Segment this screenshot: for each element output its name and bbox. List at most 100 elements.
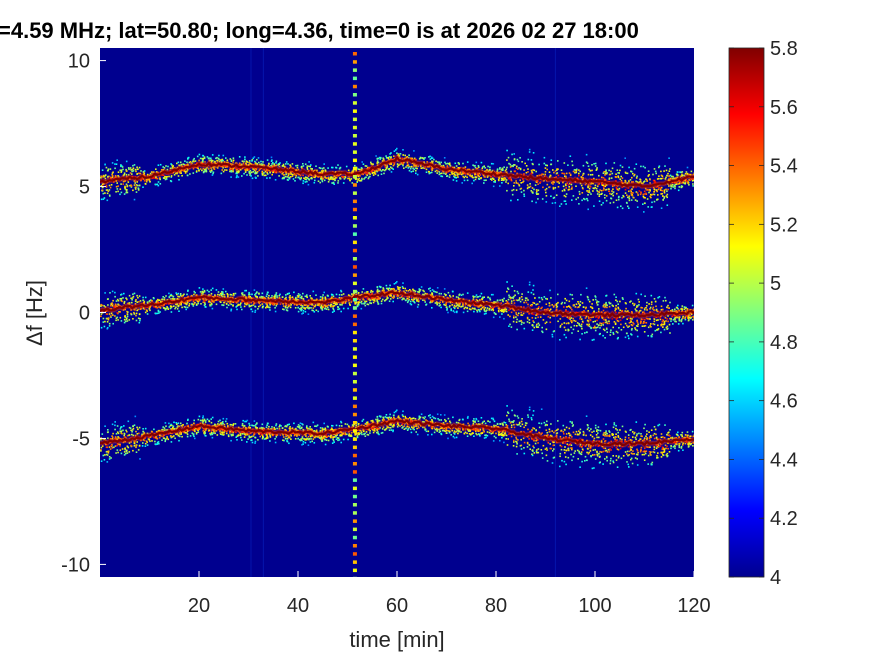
- trace-point: [659, 186, 662, 189]
- trace-point: [636, 200, 638, 202]
- trace-point: [509, 315, 511, 318]
- trace-point: [491, 179, 493, 181]
- trace-point: [661, 175, 664, 177]
- trace-point: [528, 151, 531, 153]
- trace-point: [438, 173, 441, 176]
- trace-point: [510, 170, 512, 173]
- trace-point: [578, 203, 580, 205]
- trace-point: [307, 313, 310, 315]
- trace-point: [378, 285, 381, 288]
- trace-point: [136, 294, 138, 297]
- trace-point: [268, 162, 270, 165]
- trace-point: [439, 304, 442, 306]
- trace-point: [635, 163, 638, 165]
- trace-point: [296, 304, 298, 306]
- trace-point: [332, 181, 335, 184]
- trace-point: [490, 307, 492, 309]
- trace-point: [157, 310, 160, 313]
- trace-point: [602, 318, 605, 321]
- trace-point: [610, 197, 612, 199]
- trace-point: [100, 175, 102, 177]
- trace-point: [285, 173, 287, 176]
- trace-point: [457, 173, 459, 175]
- trace-point: [585, 287, 588, 289]
- trace-point: [279, 293, 281, 296]
- trace-point: [561, 301, 564, 304]
- trace-point: [573, 324, 576, 327]
- trace-point: [431, 289, 434, 291]
- trace-point: [503, 297, 505, 300]
- trace-point: [301, 165, 303, 168]
- trace-point: [473, 310, 475, 313]
- heatmap-content: [100, 48, 694, 577]
- trace-point: [324, 176, 326, 178]
- trace-point: [265, 295, 268, 297]
- trace-point: [676, 316, 678, 319]
- trace-point: [686, 180, 688, 182]
- trace-point: [482, 297, 484, 299]
- trace-point: [666, 193, 669, 196]
- trace-point: [258, 305, 260, 308]
- trace-point: [289, 297, 292, 299]
- trace-point: [499, 185, 501, 187]
- trace-point: [304, 181, 307, 183]
- trace-point: [543, 308, 546, 311]
- trace-point: [136, 166, 138, 169]
- trace-point: [302, 298, 305, 300]
- trace-point: [582, 172, 585, 175]
- trace-point: [167, 165, 169, 168]
- trace-point: [519, 157, 521, 159]
- trace-point: [236, 175, 238, 177]
- trace-point: [387, 158, 390, 160]
- trace-point: [619, 319, 622, 321]
- trace-point: [565, 336, 567, 339]
- trace-point: [306, 177, 308, 179]
- trace-point: [455, 296, 458, 298]
- trace-point: [503, 317, 505, 320]
- trace-point: [133, 164, 136, 166]
- trace-point: [365, 176, 367, 178]
- trace-point: [165, 165, 167, 167]
- trace-point: [188, 304, 190, 307]
- trace-point: [100, 326, 103, 329]
- trace-point: [310, 297, 312, 299]
- trace-point: [613, 321, 616, 323]
- trace-point: [356, 180, 359, 183]
- trace-point: [457, 304, 459, 306]
- trace-point: [455, 180, 458, 182]
- trace-point: [186, 161, 188, 163]
- trace-point: [604, 179, 607, 181]
- trace-point: [521, 293, 523, 295]
- trace-point: [593, 311, 595, 313]
- trace-point: [529, 183, 531, 185]
- trace-point: [604, 185, 607, 188]
- trace-point: [501, 310, 504, 312]
- trace-point: [135, 312, 138, 315]
- trace-point: [517, 160, 520, 163]
- trace-point: [120, 320, 123, 322]
- trace-point: [101, 189, 104, 192]
- trace-point: [248, 295, 250, 297]
- trace-point: [211, 287, 214, 290]
- trace-point: [360, 307, 363, 310]
- trace-point: [616, 331, 619, 334]
- trace-point: [243, 160, 245, 163]
- trace-point: [120, 169, 123, 171]
- trace-point: [606, 304, 608, 306]
- trace-point: [477, 296, 480, 298]
- trace-point: [285, 309, 288, 311]
- trace-point: [555, 308, 558, 311]
- trace-point: [359, 179, 361, 182]
- trace-point: [310, 164, 312, 166]
- trace-point: [535, 181, 538, 183]
- trace-point: [380, 173, 383, 175]
- trace-point: [406, 162, 409, 165]
- trace-point: [681, 175, 683, 177]
- trace-point: [617, 172, 619, 174]
- trace-point: [297, 296, 299, 298]
- trace-point: [349, 303, 351, 306]
- trace-point: [599, 322, 601, 324]
- trace-point: [290, 304, 292, 306]
- trace-point: [273, 295, 275, 298]
- trace-point: [367, 177, 370, 180]
